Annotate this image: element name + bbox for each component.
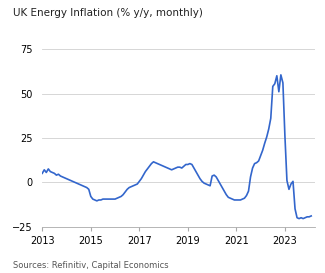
Text: Sources: Refinitiv, Capital Economics: Sources: Refinitiv, Capital Economics [13,261,169,270]
Text: UK Energy Inflation (% y/y, monthly): UK Energy Inflation (% y/y, monthly) [13,8,203,18]
